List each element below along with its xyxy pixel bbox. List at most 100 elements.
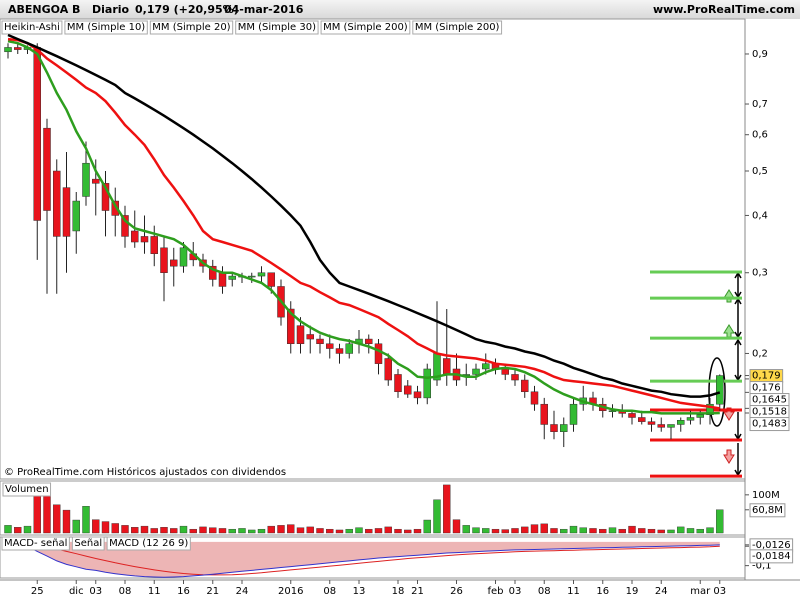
candle-body bbox=[374, 343, 383, 364]
volume-bar bbox=[374, 528, 383, 534]
volume-bar bbox=[62, 509, 71, 534]
candle-body bbox=[267, 272, 275, 287]
volume-bar bbox=[179, 525, 188, 534]
y-tick-label: 0,7 bbox=[752, 99, 768, 110]
x-tick-label: 08 bbox=[538, 586, 551, 597]
label-box bbox=[1, 536, 70, 551]
candle-body bbox=[647, 421, 656, 425]
x-tick-label: 08 bbox=[119, 586, 132, 597]
footnote: © ProRealTime.com Históricos ajustados c… bbox=[4, 466, 286, 478]
volume-bar bbox=[33, 491, 41, 534]
candle-body bbox=[608, 410, 617, 412]
volume-bar bbox=[462, 525, 470, 534]
x-tick-label: 16 bbox=[596, 586, 609, 597]
volume-bar bbox=[521, 526, 529, 534]
moving-average bbox=[7, 39, 720, 415]
x-tick-label: 16 bbox=[177, 586, 190, 597]
volume-bar bbox=[209, 527, 217, 534]
candle-body bbox=[443, 358, 451, 375]
x-tick-label: 08 bbox=[323, 586, 336, 597]
candle-body bbox=[394, 374, 402, 393]
volume-bar bbox=[482, 528, 490, 534]
candle-body bbox=[228, 275, 236, 280]
volume-bar bbox=[560, 528, 568, 534]
x-tick-label: 24 bbox=[236, 586, 249, 597]
volume-bar bbox=[296, 527, 305, 534]
up-arrow-icon bbox=[723, 324, 735, 338]
label-box bbox=[106, 536, 191, 551]
volume-bar bbox=[686, 528, 695, 534]
candle-body bbox=[14, 47, 22, 50]
candle-body bbox=[550, 424, 558, 432]
volume-bar bbox=[452, 519, 461, 534]
label-box bbox=[412, 20, 503, 35]
candle-body bbox=[72, 200, 80, 232]
volume-bar bbox=[72, 519, 80, 534]
legend-entry: MACD- señal bbox=[4, 538, 67, 549]
date: 04-mar-2016 bbox=[224, 3, 304, 16]
volume-bar bbox=[667, 529, 675, 534]
volume-bar bbox=[413, 528, 422, 534]
candle-body bbox=[560, 424, 568, 432]
candle-body bbox=[540, 403, 548, 425]
x-tick-label: 03 bbox=[713, 586, 726, 597]
volume-bar bbox=[569, 525, 578, 534]
candle-body bbox=[716, 375, 724, 405]
legend-entry: MACD (12 26 9) bbox=[109, 538, 188, 549]
label-box bbox=[749, 503, 786, 518]
candle-body bbox=[404, 385, 412, 395]
volume-bar bbox=[238, 528, 246, 534]
x-tick-label: mar bbox=[690, 586, 711, 597]
volume-bar bbox=[23, 525, 32, 534]
candle-body bbox=[257, 272, 266, 277]
volume-bar bbox=[491, 528, 500, 534]
volume-bar bbox=[160, 527, 168, 534]
candle-body bbox=[482, 363, 490, 370]
candle-body bbox=[530, 391, 539, 405]
volume-bar bbox=[306, 526, 314, 534]
candle-body bbox=[657, 424, 665, 428]
volume-bar bbox=[228, 528, 236, 534]
label-box bbox=[64, 20, 148, 35]
volume-bar bbox=[140, 525, 149, 534]
candle-body bbox=[423, 368, 431, 399]
x-tick-label: 19 bbox=[626, 586, 639, 597]
price-label: -0,0126 bbox=[752, 540, 791, 551]
volume-bar bbox=[355, 527, 363, 534]
price-label: -0,0184 bbox=[752, 551, 791, 562]
candle-body bbox=[101, 183, 110, 211]
volume-bar bbox=[394, 528, 402, 534]
label-box bbox=[749, 417, 790, 432]
candle-body bbox=[121, 215, 129, 237]
macd-line bbox=[7, 541, 720, 578]
moving-average bbox=[7, 37, 721, 410]
candle-body bbox=[179, 247, 188, 267]
candle-body bbox=[696, 414, 704, 418]
volume-bar bbox=[121, 525, 129, 534]
x-tick-label: 11 bbox=[148, 586, 161, 597]
candle-body bbox=[686, 417, 695, 421]
macd-area bbox=[8, 541, 720, 578]
legend-entry: MM (Simple 20) bbox=[152, 22, 230, 33]
panel-title: Volumen bbox=[5, 484, 49, 495]
volume-bar bbox=[267, 525, 275, 534]
source: www.ProRealTime.com bbox=[653, 3, 795, 16]
candle-body bbox=[628, 413, 636, 418]
candle-body bbox=[140, 236, 149, 243]
volume-bar bbox=[14, 527, 22, 534]
volume-bar bbox=[326, 528, 334, 534]
candle-body bbox=[306, 334, 314, 340]
candle-body bbox=[287, 308, 295, 344]
candle-body bbox=[111, 200, 119, 216]
label-box bbox=[235, 20, 319, 35]
volume-bar bbox=[677, 526, 685, 534]
price-label: 0,1645 bbox=[752, 395, 787, 406]
y-tick-label: 0,6 bbox=[752, 130, 768, 141]
volume-bar bbox=[150, 528, 158, 534]
candle-body bbox=[365, 338, 373, 344]
x-tick-label: 24 bbox=[655, 586, 668, 597]
volume-bar bbox=[131, 527, 139, 534]
volume-bar bbox=[101, 521, 110, 534]
volume-bar bbox=[287, 524, 295, 534]
